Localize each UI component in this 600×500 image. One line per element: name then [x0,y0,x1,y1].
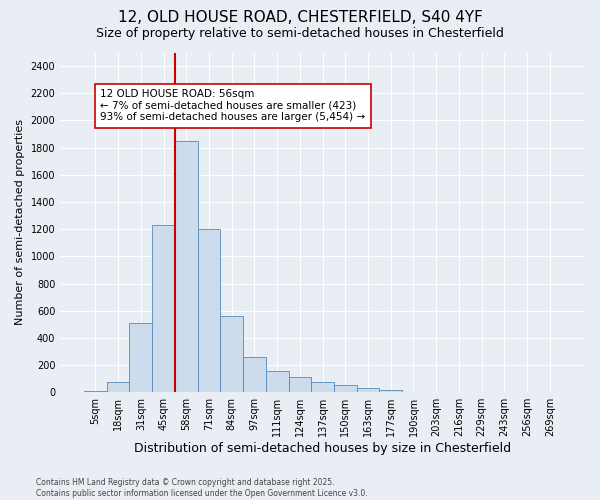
Bar [311,382,334,392]
Text: 12, OLD HOUSE ROAD, CHESTERFIELD, S40 4YF: 12, OLD HOUSE ROAD, CHESTERFIELD, S40 4Y… [118,10,482,25]
Bar [197,229,220,392]
Bar [107,382,130,392]
Bar [220,316,243,392]
Text: Size of property relative to semi-detached houses in Chesterfield: Size of property relative to semi-detach… [96,28,504,40]
Bar [289,378,311,392]
Y-axis label: Number of semi-detached properties: Number of semi-detached properties [15,120,25,326]
Bar [356,388,379,392]
Bar [130,323,152,392]
Text: 12 OLD HOUSE ROAD: 56sqm
← 7% of semi-detached houses are smaller (423)
93% of s: 12 OLD HOUSE ROAD: 56sqm ← 7% of semi-de… [100,89,365,122]
Text: Contains HM Land Registry data © Crown copyright and database right 2025.
Contai: Contains HM Land Registry data © Crown c… [36,478,368,498]
Bar [84,391,107,392]
Bar [175,141,197,392]
X-axis label: Distribution of semi-detached houses by size in Chesterfield: Distribution of semi-detached houses by … [134,442,511,455]
Bar [379,390,402,392]
Bar [243,357,266,392]
Bar [334,384,356,392]
Bar [152,225,175,392]
Bar [266,371,289,392]
